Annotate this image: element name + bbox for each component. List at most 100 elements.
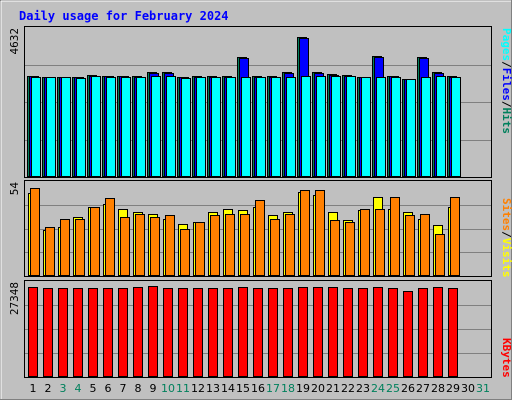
bar-kbytes-day-23 [358,288,368,377]
bar-pages-day-27 [421,77,431,177]
x-tick-label: 9 [150,382,157,395]
x-axis-labels: 1 2 3 4 5 6 7 8 9 10 11 12 13 14 15 16 17 18 19 20 21 22 23 24 2… [30,382,491,395]
bar-sites-day-22 [345,222,355,276]
bar-sites-day-13 [210,215,220,276]
bar-kbytes-day-6 [103,288,113,377]
bar-sites-day-8 [135,214,145,276]
bar-pages-day-6 [106,77,116,177]
bar-pages-day-1 [31,77,41,177]
bar-kbytes-day-15 [238,287,248,377]
x-tick-label: 14 [221,382,235,395]
visits-max-label: 54 [8,182,21,196]
bar-pages-day-20 [316,76,326,177]
x-tick-label: 16 [251,382,265,395]
bar-sites-day-21 [330,220,340,276]
bar-kbytes-day-17 [268,288,278,377]
x-tick-label: 18 [281,382,295,395]
x-tick-label: 29 [446,382,460,395]
x-tick-label: 7 [120,382,127,395]
x-tick-label: 26 [401,382,415,395]
bar-pages-day-8 [136,77,146,177]
legend-sites: Sites [500,198,512,231]
bar-sites-day-17 [270,219,280,276]
x-tick-label: 10 [161,382,175,395]
bar-sites-day-27 [420,214,430,276]
bar-sites-day-4 [75,219,85,276]
bar-kbytes-day-22 [343,288,353,377]
bar-sites-day-12 [195,222,205,276]
bar-pages-day-9 [151,76,161,177]
bar-sites-day-20 [315,190,325,276]
x-tick-label: 5 [90,382,97,395]
bar-sites-day-5 [90,207,100,276]
bar-sites-day-10 [165,215,175,276]
bar-pages-day-25 [391,77,401,177]
bar-pages-day-2 [46,77,56,177]
bar-sites-day-9 [150,217,160,276]
bar-pages-day-13 [211,77,221,177]
hits-max-label: 4632 [8,28,21,55]
bar-kbytes-day-19 [298,287,308,377]
bar-kbytes-day-21 [328,287,338,377]
x-tick-label: 2 [45,382,52,395]
x-tick-label: 30 [461,382,475,395]
bar-sites-day-16 [255,200,265,276]
legend-hits: Hits [500,108,512,135]
bar-kbytes-day-14 [223,288,233,377]
bar-kbytes-day-1 [28,287,38,377]
bar-pages-day-28 [436,76,446,177]
x-tick-label: 28 [431,382,445,395]
bar-sites-day-6 [105,198,115,276]
hits-legend: Pages/Files/Hits [500,28,512,134]
x-tick-label: 11 [176,382,190,395]
bar-kbytes-day-13 [208,288,218,377]
bar-sites-day-29 [450,197,460,276]
bar-sites-day-3 [60,219,70,276]
bar-kbytes-day-5 [88,288,98,377]
bar-kbytes-day-25 [388,288,398,377]
bar-pages-day-18 [286,77,296,177]
bar-pages-day-16 [256,77,266,177]
legend-separator: / [500,61,512,68]
x-tick-label: 8 [135,382,142,395]
x-tick-label: 31 [476,382,490,395]
x-tick-label: 1 [30,382,37,395]
x-tick-label: 13 [206,382,220,395]
legend-separator: / [500,231,512,238]
bar-kbytes-day-2 [43,288,53,377]
bar-sites-day-19 [300,190,310,276]
x-tick-label: 17 [266,382,280,395]
legend-files: Files [500,68,512,101]
bar-sites-day-24 [375,209,385,276]
x-tick-label: 23 [356,382,370,395]
bar-kbytes-day-12 [193,288,203,377]
bar-pages-day-23 [361,77,371,177]
bar-pages-day-4 [76,78,86,177]
bar-sites-day-18 [285,214,295,276]
chart-title: Daily usage for February 2024 [19,9,229,23]
x-tick-label: 27 [416,382,430,395]
kbytes-max-label: 27348 [8,282,21,315]
bar-pages-day-17 [271,77,281,177]
bar-pages-day-12 [196,77,206,177]
bar-pages-day-5 [91,76,101,177]
bar-pages-day-22 [346,76,356,177]
bar-pages-day-10 [166,76,176,177]
bar-kbytes-day-3 [58,288,68,377]
legend-kbytes: KBytes [500,338,512,378]
x-tick-label: 21 [326,382,340,395]
bar-kbytes-day-8 [133,287,143,377]
bar-sites-day-11 [180,229,190,276]
bar-kbytes-day-29 [448,288,458,377]
bar-kbytes-day-16 [253,288,263,377]
bar-pages-day-3 [61,77,71,177]
legend-visits: Visits [500,238,512,278]
legend-separator: / [500,101,512,108]
bar-pages-day-26 [406,79,416,177]
bar-pages-day-21 [331,76,341,177]
x-tick-label: 4 [75,382,82,395]
bar-sites-day-1 [30,188,40,276]
bar-kbytes-day-24 [373,287,383,377]
bar-pages-day-24 [376,77,386,177]
